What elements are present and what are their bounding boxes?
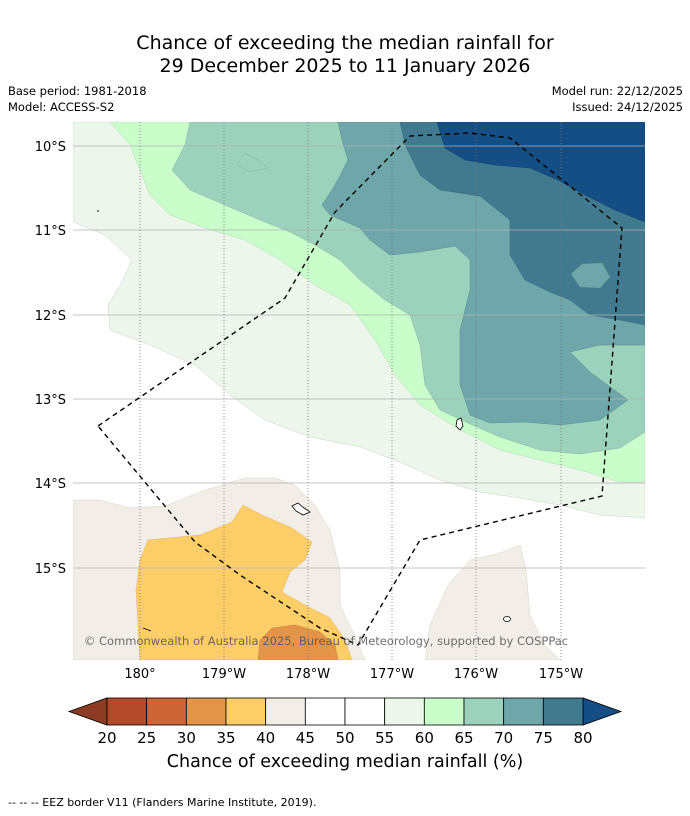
eez-border — [96, 132, 623, 646]
eez-legend: -- -- -- EEZ border V11 (Flanders Marine… — [8, 796, 317, 809]
map-title-line-2: 29 December 2025 to 11 January 2026 — [159, 55, 531, 77]
contour-70-75-patch — [236, 152, 269, 173]
lat-label: 10°S — [35, 140, 66, 155]
colorbar-tick-label: 25 — [137, 729, 156, 747]
colorbar-swatch — [384, 697, 425, 726]
colorbar-swatch — [304, 697, 346, 726]
longitude-labels: 180° 179°W 178°W 177°W 176°W 175°W — [124, 667, 583, 682]
island-5 — [97, 210, 99, 212]
colorbar-tick-label: 20 — [97, 729, 116, 747]
colorbar-tick-label: 35 — [216, 729, 235, 747]
contour-40-45-east — [424, 544, 561, 660]
lon-label: 175°W — [539, 667, 583, 682]
colorbar-swatch — [503, 697, 544, 726]
colorbar-swatch — [265, 697, 306, 726]
colorbar-tick-label: 75 — [534, 729, 553, 747]
colorbar-tick-label: 70 — [494, 729, 513, 747]
model-name: Model: ACCESS-S2 — [8, 100, 115, 114]
map-title-line-1: Chance of exceeding the median rainfall … — [136, 32, 554, 54]
lon-label: 177°W — [370, 667, 414, 682]
colorbar-swatch — [542, 697, 584, 726]
colorbar: 20 25 30 35 40 45 50 55 60 65 70 75 80 — [67, 697, 623, 747]
colorbar-tick-label: 45 — [296, 729, 315, 747]
colorbar-tick-label: 40 — [256, 729, 275, 747]
colorbar-swatch — [225, 697, 267, 726]
contour-above-80 — [436, 122, 645, 223]
colorbar-tick-label: 65 — [454, 729, 473, 747]
colorbar-swatch — [344, 697, 386, 726]
colorbar-tick-label: 30 — [177, 729, 196, 747]
meta-right: Model run: 22/12/2025 Issued: 24/12/2025 — [552, 83, 683, 115]
lat-label: 15°S — [35, 562, 66, 577]
island-1 — [455, 417, 464, 431]
model-run: Model run: 22/12/2025 — [551, 84, 683, 98]
lon-label: 179°W — [202, 667, 246, 682]
colorbar-tick-label: 55 — [375, 729, 394, 747]
contour-30-35 — [257, 624, 339, 660]
lat-label: 13°S — [35, 393, 66, 408]
lat-label: 12°S — [35, 309, 66, 324]
latitude-gridlines — [73, 145, 645, 569]
meta-left: Base period: 1981-2018 Model: ACCESS-S2 — [8, 83, 147, 115]
colorbar-label: Chance of exceeding median rainfall (%) — [166, 752, 524, 772]
colorbar-swatch — [106, 697, 148, 726]
island-4 — [142, 627, 152, 632]
lon-label: 178°W — [286, 667, 330, 682]
rainfall-map: © Commonwealth of Australia 2025, Bureau… — [73, 122, 645, 660]
island-3 — [503, 616, 511, 622]
lat-label: 11°S — [35, 224, 66, 239]
island-2 — [291, 502, 311, 516]
contour-75-80-inner — [570, 262, 611, 289]
colorbar-tick-label: 50 — [335, 729, 354, 747]
colorbar-extend-high — [582, 697, 623, 726]
lon-label: 180° — [124, 667, 155, 682]
copyright-notice: © Commonwealth of Australia 2025, Bureau… — [84, 634, 568, 648]
colorbar-tick-label: 60 — [415, 729, 434, 747]
colorbar-extend-low — [67, 697, 108, 726]
colorbar-swatch — [423, 697, 465, 726]
colorbar-swatch — [146, 697, 187, 726]
colorbar-swatch — [463, 697, 505, 726]
lon-label: 176°W — [454, 667, 498, 682]
colorbar-swatch — [185, 697, 227, 726]
colorbar-tick-label: 80 — [573, 729, 592, 747]
base-period: Base period: 1981-2018 — [8, 84, 147, 98]
issued-date: Issued: 24/12/2025 — [572, 100, 683, 114]
lat-label: 14°S — [35, 477, 66, 492]
contour-35-40 — [135, 504, 353, 660]
latitude-labels: 10°S 11°S 12°S 13°S 14°S 15°S — [35, 140, 66, 577]
